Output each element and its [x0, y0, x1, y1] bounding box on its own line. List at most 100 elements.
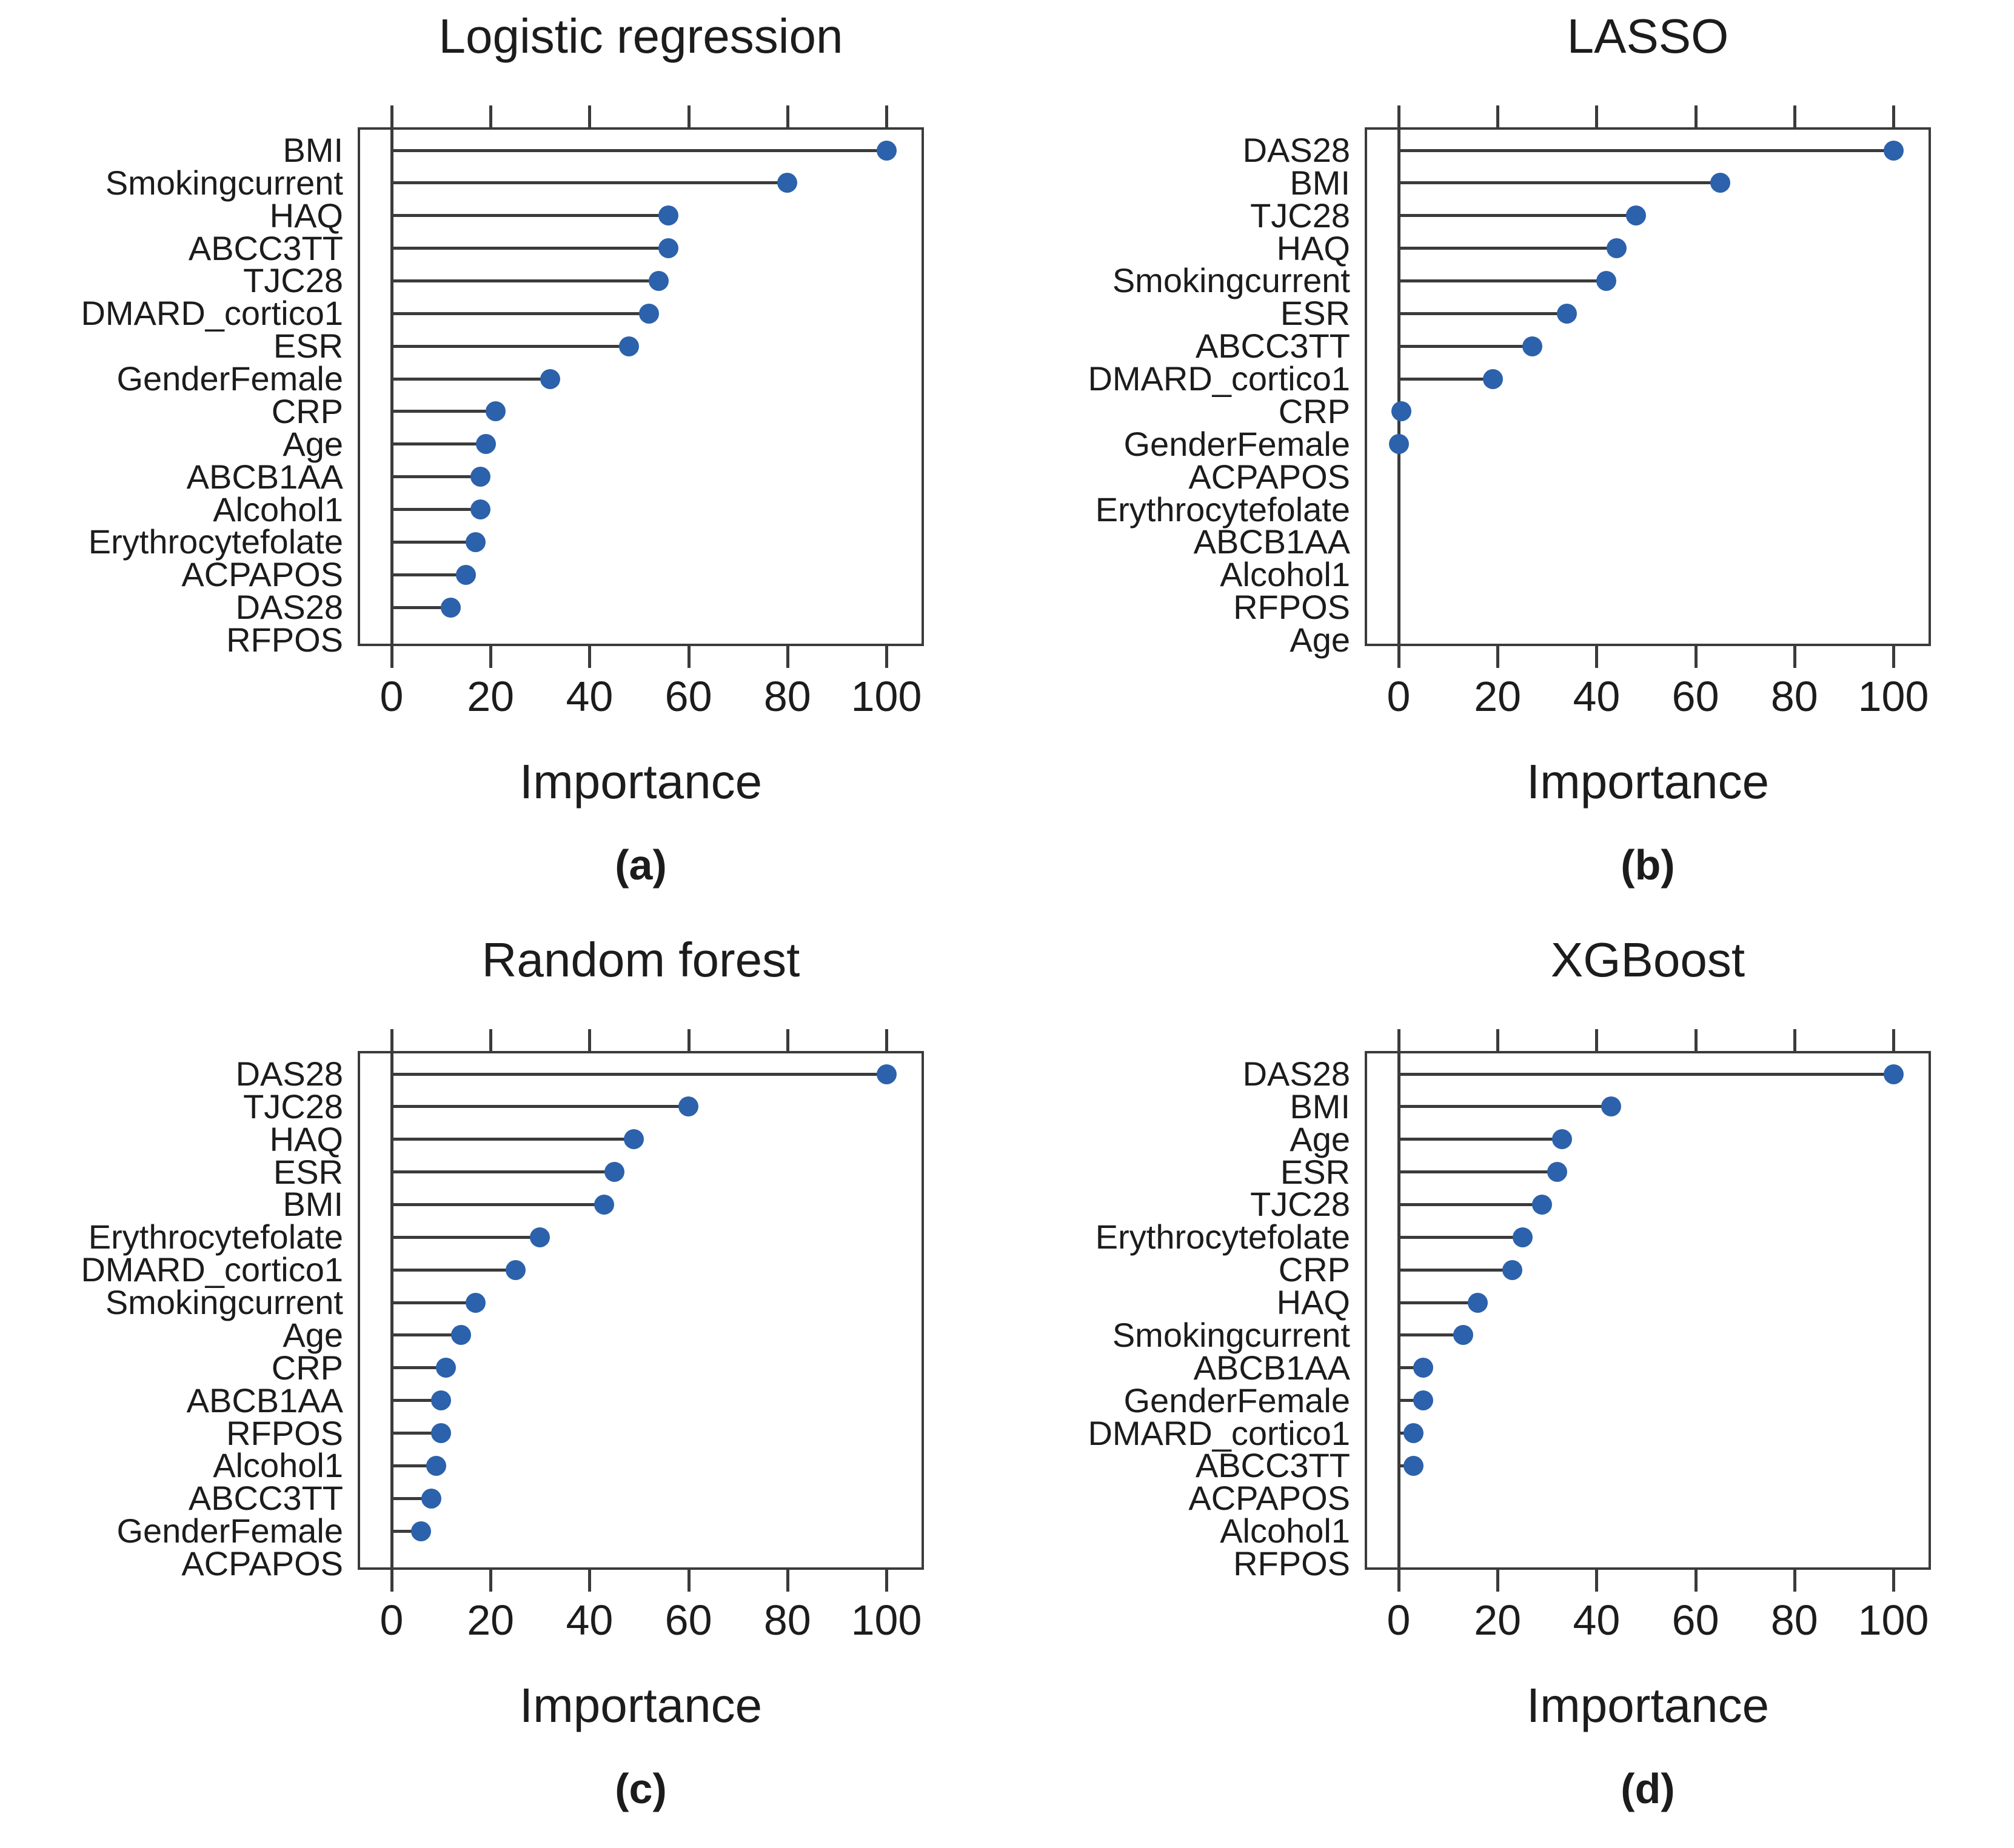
axis-tick-label: 80: [763, 1596, 811, 1644]
plot-frame: [358, 127, 924, 646]
lollipop-dot: [1413, 1358, 1434, 1378]
category-label: BMI: [1290, 163, 1350, 202]
category-label: TJC28: [243, 1087, 343, 1126]
category-label: ESR: [273, 1152, 343, 1191]
lollipop-dot: [658, 238, 679, 259]
lollipop-dot: [1626, 205, 1647, 226]
category-label: DMARD_cortico1: [1088, 359, 1350, 398]
x-axis-tick-top: [687, 1029, 691, 1051]
lollipop-stem: [392, 1072, 886, 1076]
lollipop-stem: [392, 377, 550, 381]
category-label: ABCB1AA: [186, 457, 343, 496]
lollipop-dot: [426, 1455, 446, 1476]
lollipop-stem: [392, 410, 496, 413]
plot-frame: [358, 1051, 924, 1570]
x-axis-tick-top: [786, 105, 789, 127]
lollipop-dot: [1502, 1259, 1523, 1280]
zero-axis-line: [1397, 1029, 1400, 1592]
lollipop-stem: [392, 1496, 432, 1500]
lollipop-dot: [475, 434, 496, 455]
category-label: ESR: [1280, 294, 1350, 333]
axis-tick-label: 20: [467, 673, 515, 720]
x-axis-tick-bottom: [1595, 646, 1599, 668]
category-label: RFPOS: [226, 1413, 343, 1452]
axis-tick-label: 80: [1770, 1596, 1818, 1644]
lollipop-dot: [1512, 1227, 1533, 1247]
category-label: DAS28: [1242, 131, 1350, 169]
lollipop-dot: [1388, 434, 1409, 455]
axis-tick-label: 60: [664, 1596, 712, 1644]
lollipop-dot: [1556, 303, 1577, 324]
lollipop-stem: [392, 1399, 441, 1403]
lollipop-dot: [594, 1194, 615, 1215]
lollipop-stem: [392, 214, 669, 218]
lollipop-dot: [1532, 1194, 1553, 1215]
panel-lasso: LASSO 0 20 40 60 80 100 DAS28 BMI TJC28 HAQ Smokin…: [1007, 0, 2014, 924]
lollipop-stem: [1399, 1399, 1424, 1403]
category-label: Age: [283, 1315, 343, 1354]
category-label: Alcohol1: [1220, 1512, 1350, 1550]
x-axis-tick-top: [786, 1029, 789, 1051]
x-axis-tick-bottom: [885, 1570, 888, 1592]
axis-tick-label: 80: [1770, 673, 1818, 720]
x-axis-tick-top: [1397, 1029, 1400, 1051]
category-label: Age: [1290, 1119, 1350, 1158]
lollipop-stem: [392, 279, 659, 282]
lollipop-dot: [1601, 1096, 1622, 1117]
category-label: Erythrocytefolate: [1095, 490, 1350, 529]
lollipop-stem: [392, 148, 886, 152]
category-label: ESR: [273, 327, 343, 365]
category-label: HAQ: [1276, 228, 1350, 267]
lollipop-stem: [392, 475, 481, 479]
lollipop-stem: [1399, 1105, 1611, 1109]
chart-title-logistic-regression: Logistic regression: [438, 9, 843, 63]
axis-tick-label: 100: [1858, 1596, 1929, 1644]
category-label: HAQ: [269, 1119, 343, 1158]
category-label: ACPAPOS: [1188, 1479, 1350, 1518]
lollipop-stem: [392, 1301, 476, 1304]
lollipop-dot: [431, 1390, 452, 1411]
x-axis-tick-bottom: [1397, 1570, 1400, 1592]
x-axis-tick-bottom: [1892, 1570, 1895, 1592]
category-label: GenderFemale: [1123, 1381, 1350, 1419]
lollipop-stem: [1399, 279, 1607, 282]
lollipop-dot: [1468, 1292, 1488, 1313]
category-label: BMI: [283, 1185, 343, 1224]
lollipop-dot: [441, 597, 461, 618]
category-label: DAS28: [235, 1055, 343, 1093]
lollipop-dot: [540, 369, 560, 389]
x-axis-tick-top: [1595, 1029, 1599, 1051]
category-label: RFPOS: [1233, 588, 1350, 627]
axis-tick-label: 60: [664, 673, 712, 720]
x-axis-tick-top: [1694, 105, 1698, 127]
lollipop-dot: [1547, 1162, 1567, 1183]
category-label: CRP: [1278, 1250, 1350, 1289]
lollipop-stem: [392, 312, 649, 315]
lollipop-dot: [1403, 1423, 1424, 1444]
lollipop-stem: [1399, 1268, 1513, 1272]
category-label: Smokingcurrent: [1112, 261, 1350, 300]
lollipop-stem: [392, 540, 476, 544]
plot-frame: [1365, 1051, 1931, 1570]
panel-xgboost: XGBoost 0 20 40 60 80 100 DAS28 BMI Age ESR TJC28 E…: [1007, 924, 2014, 1848]
x-axis-tick-bottom: [489, 1570, 493, 1592]
chart-title-xgboost: XGBoost: [1550, 933, 1745, 987]
category-label: Alcohol1: [213, 1446, 343, 1485]
plot-area-xgboost: 0 20 40 60 80 100 DAS28 BMI Age ESR TJC28 Erythrocy…: [1007, 924, 2014, 1847]
lollipop-stem: [1399, 1170, 1557, 1174]
lollipop-stem: [1399, 1138, 1562, 1141]
lollipop-stem: [1399, 1366, 1424, 1370]
x-axis-tick-bottom: [390, 1570, 393, 1592]
lollipop-dot: [1596, 270, 1617, 291]
x-axis-label-importance: Importance: [1526, 1678, 1770, 1732]
x-axis-tick-bottom: [1793, 1570, 1796, 1592]
lollipop-dot: [1453, 1325, 1473, 1346]
category-label: Erythrocytefolate: [1095, 1218, 1350, 1256]
category-label: GenderFemale: [1123, 424, 1350, 463]
lollipop-stem: [1399, 377, 1493, 381]
axis-tick-label: 0: [380, 673, 404, 720]
axis-tick-label: 100: [851, 1596, 922, 1644]
category-label: DMARD_cortico1: [81, 294, 343, 333]
axis-tick-label: 60: [1671, 1596, 1719, 1644]
